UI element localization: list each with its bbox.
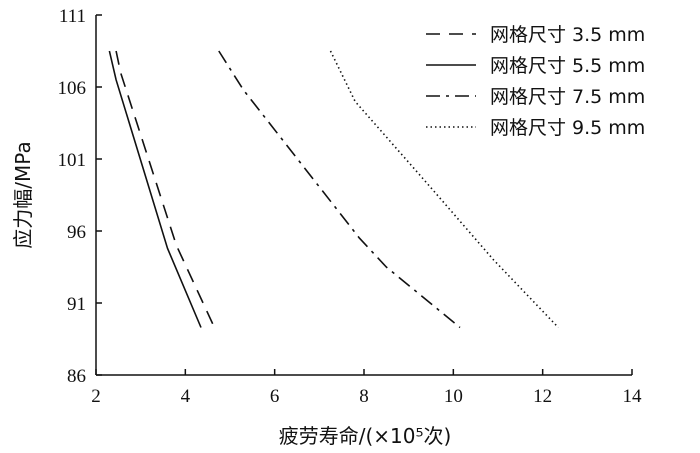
legend-label-4: 网格尺寸 9.5 mm (490, 117, 645, 139)
series-line-1 (115, 50, 216, 328)
y-axis-title: 应力幅/MPa (11, 141, 35, 248)
x-tick-label: 12 (533, 386, 552, 407)
x-axis-title: 疲劳寿命/(×10⁵次) (279, 424, 452, 448)
x-tick-label: 14 (623, 386, 643, 407)
legend-label-2: 网格尺寸 5.5 mm (490, 55, 645, 77)
x-tick-label: 10 (444, 386, 463, 407)
x-tick-label: 2 (91, 386, 101, 407)
y-tick-label: 86 (67, 366, 86, 387)
x-tick-label: 4 (181, 386, 191, 407)
y-tick-label: 111 (59, 6, 86, 27)
legend-label-3: 网格尺寸 7.5 mm (490, 86, 645, 108)
y-tick-label: 91 (67, 294, 86, 315)
legend-label-1: 网格尺寸 3.5 mm (490, 24, 645, 46)
legend: 网格尺寸 3.5 mm 网格尺寸 5.5 mm 网格尺寸 7.5 mm 网格尺寸 9.… (426, 24, 645, 139)
y-tick-label: 106 (58, 78, 87, 99)
y-tick-label: 96 (67, 222, 86, 243)
series-lines (108, 50, 559, 329)
series-line-3 (218, 50, 461, 329)
x-tick-label: 6 (270, 386, 280, 407)
x-tick-label: 8 (359, 386, 369, 407)
ticks: 2 4 6 8 10 12 14 86 91 96 101 106 111 (58, 6, 643, 407)
series-line-4 (329, 50, 559, 329)
y-tick-label: 101 (58, 150, 87, 171)
series-line-2 (108, 50, 202, 328)
